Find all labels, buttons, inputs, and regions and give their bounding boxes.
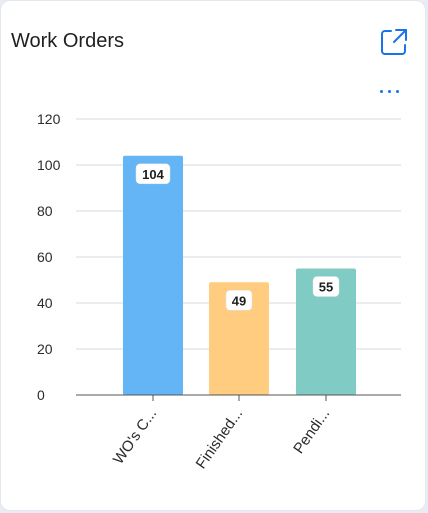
open-in-new-button[interactable] xyxy=(377,25,411,59)
y-tick-label: 0 xyxy=(37,387,45,403)
y-tick-label: 100 xyxy=(37,157,61,173)
x-axis: WO's C... Finished... Pendi... xyxy=(76,394,401,472)
y-tick-label: 120 xyxy=(37,111,61,127)
card-title: Work Orders xyxy=(11,30,124,52)
more-options-button[interactable] xyxy=(377,83,403,99)
y-tick-label: 80 xyxy=(37,203,53,219)
data-label-badge xyxy=(312,276,340,297)
data-label-badge xyxy=(135,163,171,185)
external-link-icon xyxy=(381,29,407,55)
more-dot xyxy=(388,90,391,93)
data-label: 49 xyxy=(232,293,246,308)
more-dot xyxy=(396,90,399,93)
y-axis-ticks: 0 20 40 60 80 100 120 xyxy=(37,111,61,403)
bar xyxy=(123,155,183,395)
data-label-badge xyxy=(225,290,253,311)
data-label: 55 xyxy=(319,280,333,295)
y-tick-label: 60 xyxy=(37,249,53,265)
x-tick-label: Finished... xyxy=(193,406,247,472)
bar xyxy=(209,282,269,395)
bars: 104 49 55 xyxy=(123,155,356,395)
x-tick-label: WO's C... xyxy=(110,406,160,468)
y-tick-label: 20 xyxy=(37,341,53,357)
data-label: 104 xyxy=(142,167,164,182)
more-dot xyxy=(380,90,383,93)
x-tick-label: Pendi... xyxy=(290,406,333,457)
bar xyxy=(296,268,356,395)
y-tick-label: 40 xyxy=(37,295,53,311)
